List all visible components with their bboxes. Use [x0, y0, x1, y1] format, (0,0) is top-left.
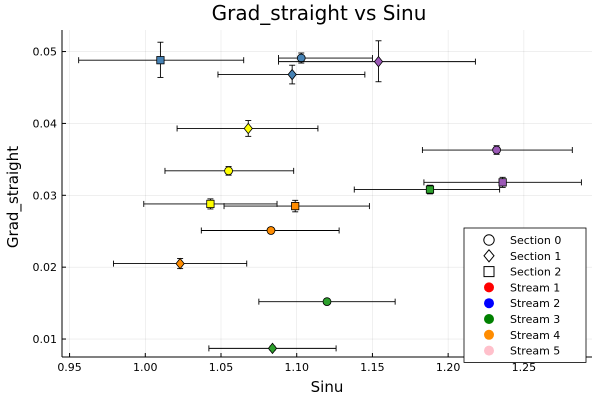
point-marker [267, 342, 278, 355]
legend-entry: Stream 2 [484, 297, 560, 310]
point-marker [156, 56, 165, 65]
legend-entry: Section 0 [483, 234, 561, 247]
legend-color-swatch [484, 282, 494, 293]
x-tick-label: 1.25 [512, 361, 537, 374]
data-point [143, 198, 278, 210]
point-marker [206, 199, 215, 209]
legend-entry: Stream 1 [484, 281, 560, 294]
point-marker [425, 185, 435, 194]
point-marker [224, 166, 233, 176]
point-marker [373, 55, 384, 68]
legend-label: Stream 1 [510, 281, 560, 294]
y-tick-label: 0.05 [33, 46, 58, 59]
data-point [78, 41, 245, 78]
legend-color-swatch [484, 314, 494, 324]
legend-label: Section 2 [510, 266, 561, 279]
legend: Section 0 Section 1 Section 2 Stream 1 Strea… [463, 227, 587, 363]
point-marker [322, 297, 332, 307]
x-tick-label: 1.10 [284, 361, 309, 374]
legend-entry: Section 2 [483, 266, 561, 279]
legend-color-swatch [484, 298, 494, 309]
legend-label: Section 1 [510, 250, 561, 263]
data-point [217, 64, 366, 85]
legend-label: Stream 2 [510, 297, 560, 310]
point-marker [291, 201, 300, 211]
x-tick-label: 1.20 [436, 361, 461, 374]
point-marker [296, 53, 306, 63]
data-point [278, 40, 476, 83]
points-layer [78, 40, 582, 355]
data-point [223, 199, 370, 213]
data-point [353, 184, 501, 195]
legend-label: Stream 4 [510, 329, 560, 342]
point-marker [266, 226, 276, 235]
legend-entry: Section 1 [483, 249, 561, 263]
legend-color-swatch [484, 329, 494, 340]
legend-square-icon [483, 266, 495, 278]
data-point [423, 176, 582, 188]
y-tick-label: 0.01 [33, 333, 58, 346]
legend-entry: Stream 4 [484, 329, 560, 342]
legend-label: Stream 3 [510, 313, 560, 326]
point-marker [243, 122, 253, 135]
x-tick-label: 0.95 [57, 361, 82, 374]
data-point [176, 120, 319, 137]
legend-box [463, 227, 587, 363]
legend-entry: Stream 3 [484, 313, 560, 326]
data-point [278, 52, 373, 64]
point-marker [498, 178, 507, 187]
legend-circle-icon [483, 234, 495, 246]
data-point [113, 257, 248, 270]
point-marker [492, 145, 501, 155]
ticks-layer: 0.95 1.00 1.05 1.10 1.15 1.20 1.25 0.01 0.02 0.03… [33, 46, 537, 374]
x-axis-label: Sinu [311, 378, 344, 396]
legend-label: Stream 5 [510, 345, 560, 358]
y-tick-label: 0.04 [33, 117, 58, 130]
point-marker [175, 257, 185, 270]
data-point [258, 297, 396, 307]
legend-entry: Stream 5 [484, 345, 560, 358]
y-tick-label: 0.02 [33, 261, 58, 274]
x-tick-label: 1.05 [209, 361, 234, 374]
point-marker [287, 68, 297, 81]
y-tick-label: 0.03 [33, 189, 58, 202]
legend-label: Section 0 [510, 234, 561, 247]
data-point [421, 145, 573, 155]
legend-color-swatch [484, 345, 494, 356]
data-point [208, 342, 337, 355]
legend-diamond-icon [483, 249, 495, 263]
data-point [200, 226, 340, 235]
x-tick-label: 1.15 [360, 361, 385, 374]
chart-title: Grad_straight vs Sinu [212, 1, 427, 25]
x-tick-label: 1.00 [133, 361, 158, 374]
y-axis-label: Grad_straight [4, 146, 23, 248]
data-point [164, 166, 295, 176]
